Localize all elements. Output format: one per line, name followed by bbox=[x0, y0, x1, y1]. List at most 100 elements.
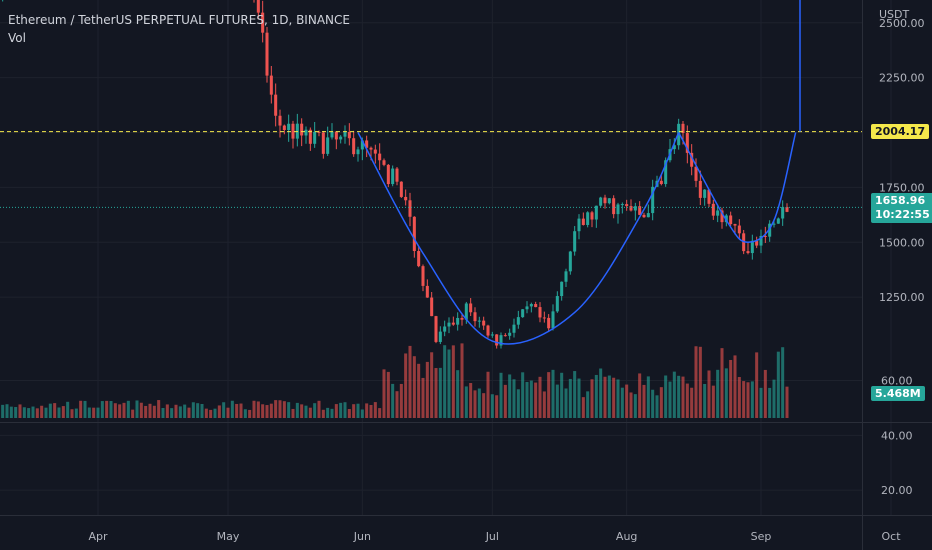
volume-bar bbox=[781, 347, 785, 418]
volume-bar bbox=[378, 408, 382, 418]
candle-body bbox=[369, 147, 373, 150]
candle-body bbox=[399, 181, 403, 197]
volume-bar bbox=[105, 400, 109, 418]
volume-bar bbox=[664, 375, 668, 418]
volume-bar bbox=[217, 405, 221, 418]
volume-bar bbox=[568, 378, 572, 418]
volume-bar bbox=[113, 403, 117, 418]
candle-body bbox=[586, 212, 590, 225]
volume-bar bbox=[486, 371, 490, 418]
volume-bar bbox=[633, 394, 637, 418]
volume-bar bbox=[607, 375, 611, 418]
candle-body bbox=[339, 136, 343, 140]
volume-bar bbox=[321, 409, 325, 418]
volume-bar bbox=[512, 379, 516, 418]
candle-body bbox=[334, 131, 338, 140]
volume-bar bbox=[716, 369, 720, 418]
volume-bar bbox=[269, 403, 273, 418]
candle-body bbox=[681, 123, 685, 134]
volume-bar bbox=[690, 387, 694, 418]
volume-bar bbox=[79, 400, 83, 418]
candle-body bbox=[326, 137, 330, 154]
volume-bar bbox=[148, 403, 152, 418]
symbol-title[interactable]: Ethereum / TetherUS PERPETUAL FUTURES, 1… bbox=[8, 13, 350, 27]
volume-bar bbox=[447, 349, 451, 418]
volume-bar bbox=[53, 403, 57, 418]
candle-body bbox=[421, 266, 425, 286]
volume-bar bbox=[87, 407, 91, 418]
volume-bar bbox=[395, 391, 399, 418]
volume-bar bbox=[209, 409, 213, 418]
volume-bar bbox=[330, 408, 334, 418]
candle-body bbox=[590, 212, 594, 220]
candle-body bbox=[768, 223, 772, 237]
volume-bar bbox=[1, 404, 5, 418]
volume-bar bbox=[430, 352, 434, 418]
volume-bar bbox=[196, 403, 200, 418]
volume-bar bbox=[230, 400, 234, 418]
volume-bar bbox=[577, 378, 581, 418]
volume-bar bbox=[222, 402, 226, 418]
volume-bar bbox=[122, 402, 126, 418]
candle-body bbox=[534, 304, 538, 308]
volume-bar bbox=[729, 359, 733, 418]
volume-bar bbox=[646, 376, 650, 418]
volume-bar bbox=[261, 404, 265, 418]
volume-bar bbox=[187, 407, 191, 418]
volume-bar bbox=[278, 400, 282, 418]
candle-body bbox=[685, 133, 689, 153]
volume-bar bbox=[317, 400, 321, 418]
candle-body bbox=[690, 152, 694, 167]
volume-indicator-label[interactable]: Vol bbox=[8, 31, 26, 45]
candle-body bbox=[443, 326, 447, 332]
volume-bar bbox=[638, 373, 642, 418]
volume-bar bbox=[438, 367, 442, 418]
candle-body bbox=[378, 153, 382, 161]
volume-bar bbox=[178, 406, 182, 418]
volume-bar bbox=[495, 395, 499, 418]
candle-body bbox=[594, 205, 598, 220]
volume-bar bbox=[304, 405, 308, 418]
volume-bar bbox=[40, 405, 44, 418]
volume-bar bbox=[31, 406, 35, 418]
volume-bar bbox=[18, 404, 22, 418]
candle-body bbox=[274, 94, 278, 116]
price-tick-label: 2250.00 bbox=[879, 72, 925, 85]
volume-bar bbox=[473, 390, 477, 418]
candle-body bbox=[503, 335, 507, 337]
candle-body bbox=[404, 196, 408, 201]
candle-body bbox=[412, 216, 416, 252]
volume-bar bbox=[417, 363, 421, 418]
volume-bar bbox=[425, 361, 429, 418]
candle-body bbox=[347, 131, 351, 139]
volume-bar bbox=[464, 386, 468, 418]
volume-bar bbox=[165, 404, 169, 418]
candle-body bbox=[508, 332, 512, 336]
candle-body bbox=[460, 317, 464, 320]
volume-bar bbox=[625, 384, 629, 418]
candle-body bbox=[438, 331, 442, 342]
candle-body bbox=[755, 240, 759, 246]
candle-body bbox=[486, 325, 490, 336]
volume-bar bbox=[96, 407, 100, 418]
volume-tick-label: 60.00 bbox=[881, 375, 913, 388]
volume-bar bbox=[525, 381, 529, 418]
candle-body bbox=[642, 214, 646, 218]
volume-bar bbox=[161, 408, 165, 418]
volume-bar bbox=[360, 409, 364, 418]
last-price-tag: 1658.96 10:22:55 bbox=[871, 193, 932, 224]
volume-bar bbox=[668, 381, 672, 418]
volume-bar bbox=[456, 370, 460, 418]
candle-body bbox=[447, 322, 451, 327]
candle-body bbox=[746, 251, 750, 254]
volume-bar bbox=[755, 352, 759, 418]
volume-bar bbox=[27, 408, 31, 418]
volume-bar bbox=[352, 404, 356, 418]
volume-bar bbox=[629, 392, 633, 418]
volume-bar bbox=[703, 384, 707, 418]
candle-body bbox=[577, 218, 581, 232]
volume-bar bbox=[213, 408, 217, 418]
candle-body bbox=[625, 204, 629, 207]
